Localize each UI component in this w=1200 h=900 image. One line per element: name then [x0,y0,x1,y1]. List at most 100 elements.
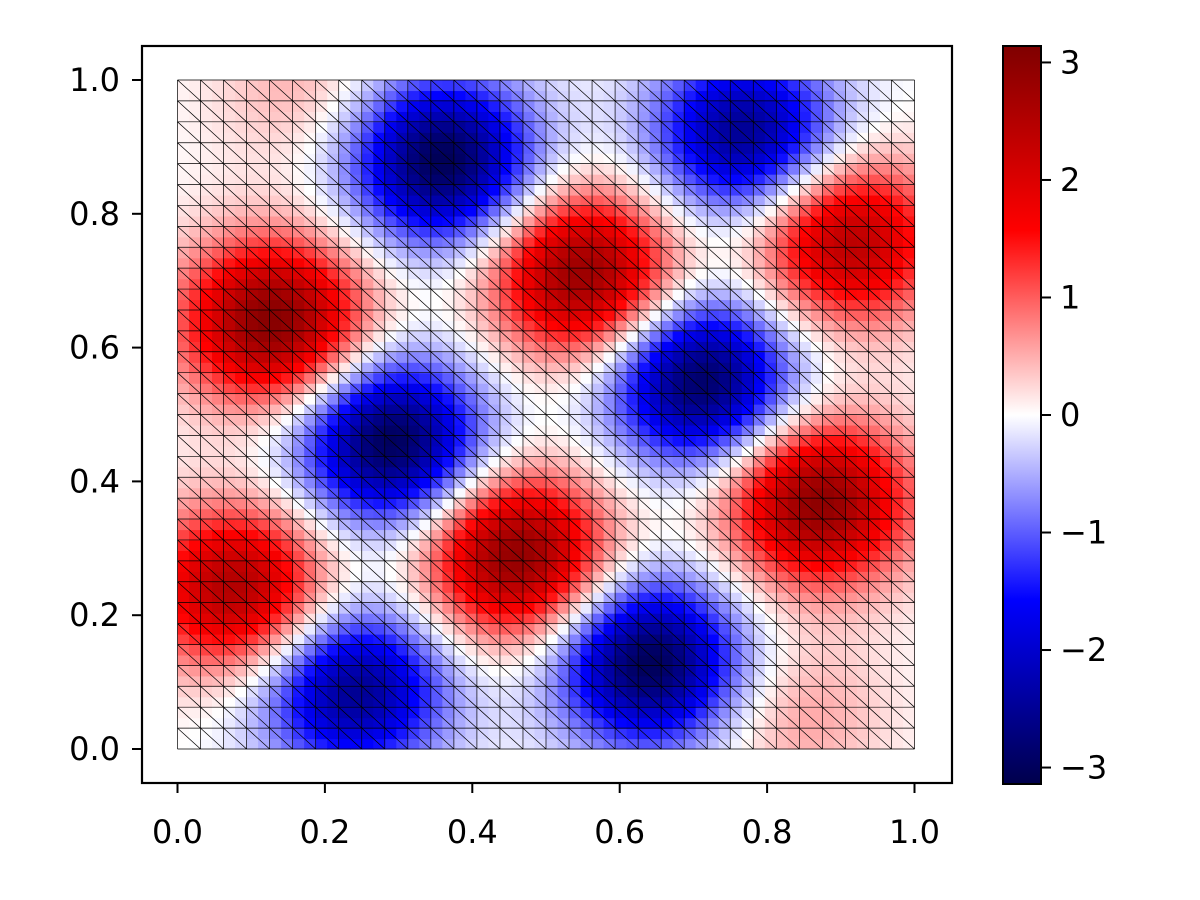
heatmap-cell [580,435,593,447]
heatmap-cell [465,184,478,196]
heatmap-cell [396,121,409,133]
heatmap-cell [787,372,800,384]
heatmap-cell [822,299,835,311]
heatmap-cell [626,393,639,405]
heatmap-cell [212,330,225,342]
heatmap-cell [350,623,363,635]
heatmap-cell [534,581,547,593]
heatmap-cell [638,424,651,436]
heatmap-cell [615,529,628,541]
heatmap-cell [327,142,340,154]
heatmap-cell [776,174,789,186]
heatmap-cell [499,90,513,102]
heatmap-cell [430,111,443,123]
heatmap-cell [592,466,605,478]
heatmap-cell [177,529,190,541]
heatmap-cell [661,278,674,290]
heatmap-cell [281,121,294,133]
heatmap-cell [615,675,628,687]
heatmap-cell [695,456,708,468]
heatmap-cell [258,163,271,175]
heatmap-cell [730,153,743,165]
heatmap-cell [315,654,328,666]
heatmap-cell [177,696,190,708]
heatmap-cell [546,445,559,457]
heatmap-cell [522,675,536,687]
heatmap-cell [638,466,651,478]
heatmap-cell [396,581,409,593]
heatmap-cell [430,153,443,165]
heatmap-cell [522,508,536,520]
heatmap-cell [465,477,478,489]
heatmap-cell [511,456,524,468]
heatmap-cell [822,445,835,457]
heatmap-cell [592,550,605,562]
heatmap-cell [753,278,766,290]
heatmap-cell [465,623,478,635]
heatmap-cell [177,153,190,165]
heatmap-cell [281,623,294,635]
heatmap-cell [258,519,271,531]
heatmap-cell [419,372,432,384]
colorbar-tick-label: −2 [1060,631,1107,669]
heatmap-cell [718,80,731,92]
heatmap-cell [603,686,616,698]
heatmap-cell [684,215,697,227]
heatmap-cell [235,80,248,92]
heatmap-cell [856,247,870,259]
heatmap-cell [638,153,651,165]
heatmap-cell [465,435,478,447]
heatmap-cell [292,738,305,750]
heatmap-cell [522,278,536,290]
heatmap-cell [753,257,766,269]
heatmap-cell [419,247,432,259]
x-tick-label: 0.6 [594,813,645,851]
heatmap-cell [799,299,812,311]
heatmap-cell [281,372,294,384]
heatmap-cell [212,623,225,635]
heatmap-cell [603,226,616,238]
heatmap-cell [419,309,432,322]
heatmap-cell [833,623,847,635]
heatmap-cell [580,268,593,280]
heatmap-cell [499,153,513,165]
heatmap-cell [776,236,789,248]
heatmap-cell [350,665,363,677]
heatmap-cell [764,309,777,322]
heatmap-cell [741,100,754,112]
heatmap-cell [546,571,559,583]
heatmap-cell [638,404,651,416]
heatmap-cell [672,602,685,614]
heatmap-cell [511,205,524,217]
heatmap-cell [868,299,881,311]
heatmap-cell [442,519,455,531]
heatmap-cell [281,644,294,656]
heatmap-cell [442,309,455,322]
heatmap-cell [223,717,236,729]
heatmap-cell [327,372,340,384]
heatmap-cell [902,351,916,363]
heatmap-cell [235,247,248,259]
heatmap-cell [534,519,547,531]
heatmap-cell [856,372,870,384]
heatmap-cell [879,665,893,677]
heatmap-cell [177,341,190,353]
heatmap-cell [534,602,547,614]
heatmap-cell [891,257,904,269]
heatmap-cell [879,163,893,175]
heatmap-cell [753,508,766,520]
heatmap-cell [845,675,858,687]
heatmap-cell [200,341,213,353]
heatmap-cell [776,592,789,604]
heatmap-cell [315,613,328,625]
heatmap-cell [799,257,812,269]
heatmap-cell [764,581,777,593]
heatmap-cell [810,686,823,698]
heatmap-cell [327,393,340,405]
heatmap-cell [522,445,536,457]
heatmap-cell [269,257,282,269]
heatmap-cell [879,581,893,593]
heatmap-cell [315,508,328,520]
heatmap-cell [902,623,916,635]
